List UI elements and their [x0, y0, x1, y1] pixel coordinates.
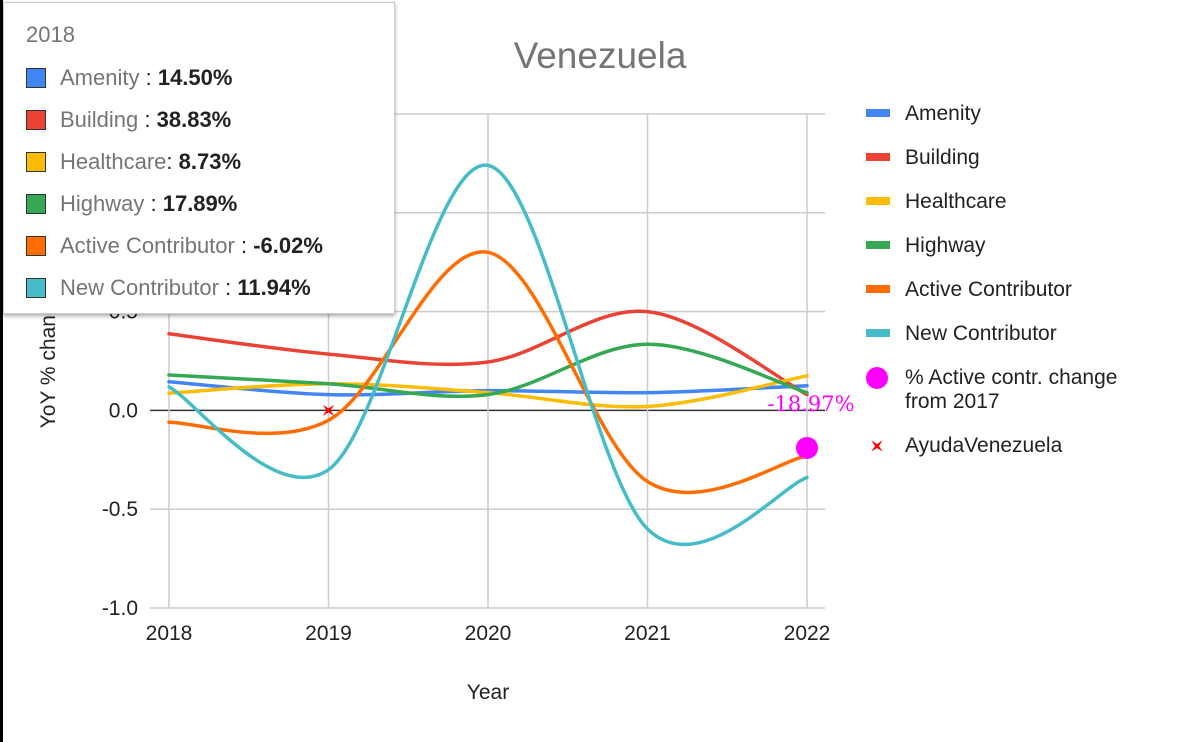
gridlines	[150, 113, 825, 609]
y-tick-label: -1.0	[102, 597, 138, 620]
tooltip-row-highway: Highway : 17.89%	[26, 191, 237, 217]
legend-swatch	[866, 285, 890, 293]
legend-item-healthcare[interactable]: Healthcare	[866, 190, 1007, 213]
legend-swatch	[866, 367, 888, 389]
tooltip-label: Building	[60, 107, 145, 132]
marker-annotation-label: -18.97%	[767, 392, 854, 416]
y-tick-label: -0.5	[102, 498, 138, 521]
legend-swatch	[866, 153, 890, 161]
tooltip-value: 14.50%	[157, 65, 233, 90]
x-tick-label: 2019	[305, 622, 352, 645]
y-tick-label: 0.0	[109, 399, 138, 422]
legend-label: Active Contributor	[905, 278, 1072, 301]
legend-label: New Contributor	[905, 322, 1057, 345]
marker-ayudavenezuela[interactable]	[322, 404, 335, 417]
legend: Amenity Building Healthcare Highway Active C…	[866, 102, 1117, 457]
legend-swatch	[866, 197, 890, 205]
tooltip-swatch	[26, 152, 46, 172]
x-axis-title: Year	[467, 681, 509, 704]
legend-swatch	[866, 329, 890, 337]
legend-label: from 2017	[905, 390, 1000, 413]
legend-label: Healthcare	[905, 190, 1007, 213]
tooltip-row-amenity: Amenity : 14.50%	[26, 65, 232, 91]
legend-item-highway[interactable]: Highway	[866, 234, 986, 257]
tooltip-separator: :	[166, 149, 179, 174]
tooltip-label: Amenity	[60, 65, 146, 90]
tooltip-header: 2018	[26, 22, 75, 47]
series-line-highway[interactable]	[167, 342, 809, 399]
legend-item-new-contributor[interactable]: New Contributor	[866, 322, 1057, 345]
legend-item-building[interactable]: Building	[866, 146, 980, 169]
marker-layer: -18.97%	[322, 392, 855, 459]
y-axis-title: YoY % change	[37, 292, 60, 429]
legend-label: Building	[905, 146, 980, 169]
legend-label: Highway	[905, 234, 986, 257]
tooltip-swatch	[26, 236, 46, 256]
tooltip-label: Highway	[60, 191, 151, 216]
tooltip-swatch	[26, 278, 46, 298]
tooltip-row-healthcare: Healthcare: 8.73%	[26, 149, 241, 175]
tooltip-row-active-contributor: Active Contributor : -6.02%	[26, 233, 323, 259]
legend-item-ayudavenezuela[interactable]: AyudaVenezuela	[871, 434, 1063, 457]
x-tick-label: 2022	[784, 622, 831, 645]
x-tick-label: 2021	[624, 622, 671, 645]
tooltip-value: -6.02%	[253, 233, 323, 258]
legend-swatch	[871, 440, 883, 452]
legend-label: AyudaVenezuela	[905, 434, 1063, 457]
tooltip-separator: :	[225, 275, 238, 300]
tooltip-value: 38.83%	[156, 107, 232, 132]
tooltip-row-new-contributor: New Contributor : 11.94%	[26, 275, 311, 301]
legend-item-active-contributor[interactable]: Active Contributor	[866, 278, 1072, 301]
tooltip-separator: :	[144, 107, 157, 132]
tooltip-swatch	[26, 68, 46, 88]
x-tick-label: 2020	[465, 622, 512, 645]
legend-label: % Active contr. change	[905, 366, 1117, 389]
marker-active-contr-change-from-2017[interactable]	[796, 436, 818, 459]
chart-title: Venezuela	[514, 35, 687, 76]
tooltip-label: Healthcare	[60, 149, 167, 174]
tooltip-value: 17.89%	[162, 191, 238, 216]
series-line-amenity[interactable]	[167, 379, 809, 397]
legend-swatch	[866, 241, 890, 249]
legend-item-amenity[interactable]: Amenity	[866, 102, 981, 125]
series-line-new-contributor[interactable]	[167, 163, 809, 547]
tooltip-label: New Contributor	[60, 275, 226, 300]
legend-swatch	[866, 109, 890, 117]
series-line-active-contributor[interactable]	[167, 250, 809, 495]
tooltip-swatch	[26, 110, 46, 130]
series-line-building[interactable]	[167, 309, 809, 397]
legend-label: Amenity	[905, 102, 981, 125]
tooltip-value: 8.73%	[178, 149, 242, 174]
tooltip-separator: :	[145, 65, 158, 90]
series-layer	[167, 163, 809, 547]
series-line-healthcare[interactable]	[167, 374, 809, 409]
tooltip-label: Active Contributor	[60, 233, 241, 258]
tooltip-row-building: Building : 38.83%	[26, 107, 231, 133]
x-tick-label: 2018	[146, 622, 193, 645]
data-tooltip: 2018 Amenity : 14.50% Building : 38.83% He…	[3, 2, 395, 314]
tooltip-separator: :	[150, 191, 163, 216]
tooltip-swatch	[26, 194, 46, 214]
tooltip-separator: :	[240, 233, 254, 258]
tooltip-value: 11.94%	[237, 275, 311, 300]
window-left-border	[0, 0, 3, 742]
